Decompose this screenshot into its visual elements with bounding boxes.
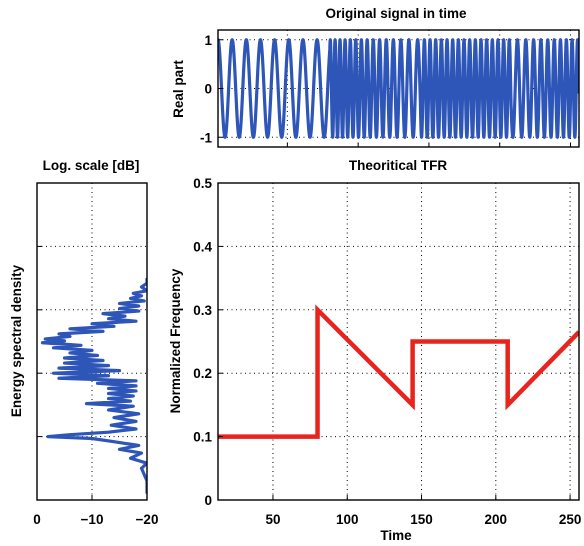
- spectrum-title: Log. scale [dB]: [43, 158, 140, 173]
- signal-panel: Original signal in time -1 0 1 Real part: [171, 6, 580, 148]
- tfr-ytick-label: 0.4: [193, 239, 212, 254]
- tfr-ytick-label: 0.1: [193, 430, 212, 445]
- tfr-ytick-label: 0: [204, 493, 212, 508]
- spectrum-panel: Log. scale [dB] 0 −10 −20 Energy spectral …: [9, 158, 158, 527]
- tfr-ytick-label: 0.2: [193, 366, 212, 381]
- signal-ytick-label: 0: [204, 82, 212, 97]
- tfr-ylabel: Normalized Frequency: [168, 268, 183, 413]
- signal-series: [218, 38, 579, 139]
- spectrum-xtick-label: −20: [136, 512, 159, 527]
- spectrum-xtick-label: 0: [33, 512, 41, 527]
- tfr-title: Theoritical TFR: [349, 158, 448, 173]
- tfr-xtick-label: 100: [336, 512, 359, 527]
- tfr-xtick-label: 150: [410, 512, 433, 527]
- tfr-xtick-label: 200: [485, 512, 508, 527]
- spectrum-ylabel: Energy spectral density: [9, 264, 24, 417]
- tfr-panel: Theoritical TFR 50 100 150 200 250 0 0.1 0.2 0.3…: [168, 158, 581, 543]
- tfr-axes-frame: [217, 182, 580, 501]
- tfr-xtick-label: 250: [559, 512, 582, 527]
- tfr-xlabel: Time: [380, 528, 412, 543]
- signal-ytick-label: 1: [204, 33, 212, 48]
- tfr-ytick-label: 0.5: [193, 176, 212, 191]
- tfr-xtick-label: 50: [265, 512, 280, 527]
- tfr-series: [218, 304, 579, 439]
- signal-title: Original signal in time: [325, 6, 467, 21]
- tfr-ytick-label: 0.3: [193, 303, 212, 318]
- signal-ytick-label: -1: [200, 130, 212, 145]
- signal-ylabel: Real part: [171, 60, 186, 118]
- spectrum-series: [40, 278, 147, 494]
- spectrum-xtick-label: −10: [81, 512, 104, 527]
